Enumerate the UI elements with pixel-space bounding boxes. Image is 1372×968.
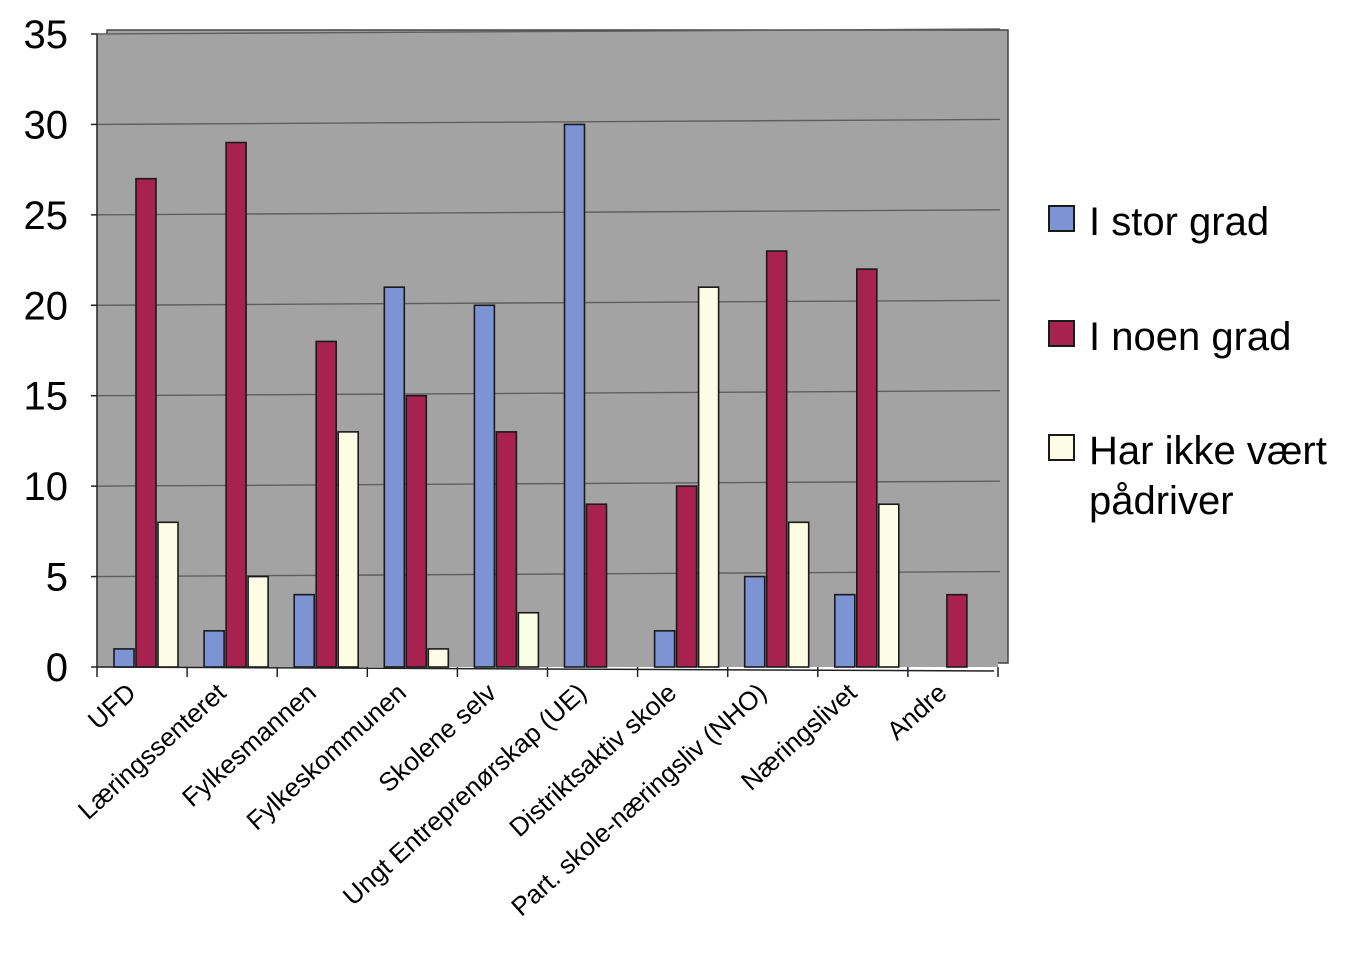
bar-1-5	[473, 304, 496, 668]
y-tick-label-30: 30	[24, 103, 69, 147]
y-tick-label-0: 0	[46, 646, 68, 690]
bar-3-2	[247, 575, 269, 668]
x-axis-line	[96, 666, 995, 672]
bar-3-5	[517, 611, 540, 668]
gridline-5	[96, 570, 1001, 578]
bar-2-4	[405, 394, 428, 668]
bar-1-2	[203, 630, 225, 668]
legend-label-3: Har ikke vært pådriver	[1089, 429, 1327, 523]
bar-3-4	[427, 648, 450, 668]
bar-2-2	[225, 141, 247, 668]
gridline-10	[96, 480, 1001, 487]
bar-1-4	[383, 286, 406, 668]
legend-label-1: I stor grad	[1089, 200, 1269, 244]
bar-2-1	[135, 177, 157, 668]
y-tick-label-25: 25	[24, 194, 69, 238]
bar-3-9	[877, 503, 900, 668]
axes	[91, 33, 999, 677]
bar-2-9	[855, 268, 878, 668]
bar-2-5	[495, 431, 518, 668]
bar-1-6	[563, 123, 586, 668]
legend-swatch-2	[1048, 320, 1075, 347]
category-label-1: UFD	[82, 677, 142, 735]
plot-background	[97, 34, 998, 667]
gridline-30	[96, 118, 1001, 126]
y-tick-label-15: 15	[24, 375, 69, 419]
legend: I stor grad I noen grad Har ikke vært pådri…	[1048, 200, 1327, 523]
bar-1-9	[833, 593, 856, 668]
bar-3-3	[337, 431, 360, 668]
bar-3-8	[787, 521, 810, 668]
gridline-20	[96, 299, 1001, 306]
category-label-7: Distriktsaktiv skole	[503, 677, 682, 842]
gridlines	[96, 28, 1001, 578]
bar-3-7	[697, 286, 720, 668]
y-tick-label-5: 5	[46, 556, 68, 600]
bar-1-1	[113, 648, 135, 668]
legend-swatch-1	[1048, 205, 1075, 232]
y-axis-tick-labels: 0 5 10 15 20 25 30 35	[24, 13, 69, 690]
bar-1-3	[293, 593, 316, 668]
category-label-4: Fylkeskommunen	[240, 677, 411, 836]
category-label-10: Andre	[881, 677, 953, 746]
bar-2-7	[675, 485, 698, 668]
bar-2-10	[946, 593, 968, 668]
y-tick-label-35: 35	[24, 13, 69, 57]
bar-2-8	[765, 250, 788, 668]
y-tick-label-20: 20	[24, 284, 69, 328]
bar-2-3	[315, 340, 338, 668]
bar-1-7	[653, 630, 676, 668]
gridline-25	[96, 209, 1001, 216]
legend-swatch-3	[1048, 434, 1075, 461]
bars	[113, 123, 968, 668]
bar-3-1	[157, 521, 179, 668]
gridline-35	[96, 28, 1001, 35]
x-axis-category-labels: UFDLæringssenteretFylkesmannenFylkeskomm…	[72, 677, 953, 922]
gridline-15	[96, 390, 1001, 397]
bar-2-6	[585, 503, 608, 668]
bar-1-8	[743, 575, 766, 668]
legend-label-2: I noen grad	[1089, 315, 1291, 359]
y-tick-label-10: 10	[24, 465, 69, 509]
